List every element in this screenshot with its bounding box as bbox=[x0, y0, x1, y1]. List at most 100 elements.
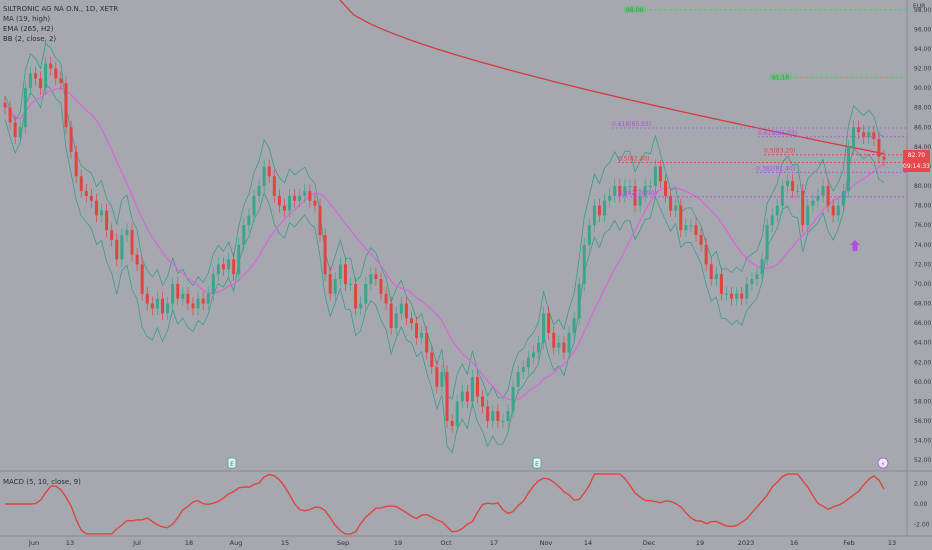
candle-body bbox=[801, 190, 805, 226]
x-tick-label: 13 bbox=[66, 539, 74, 547]
candle-body bbox=[709, 264, 713, 280]
candle-body bbox=[608, 195, 612, 201]
candle-body bbox=[227, 259, 231, 270]
candle-body bbox=[3, 102, 7, 108]
candle-body bbox=[780, 186, 784, 206]
candle-body bbox=[750, 279, 754, 284]
candle-body bbox=[521, 367, 525, 373]
candle-body bbox=[155, 298, 159, 309]
last-price-time: 09:14:33 bbox=[903, 163, 930, 170]
y-tick-label: 52.00 bbox=[914, 457, 931, 464]
candle-body bbox=[770, 215, 774, 226]
legend-symbol: SILTRONIC AG NA O.N., 1D, XETR bbox=[3, 5, 119, 13]
candle-body bbox=[648, 186, 652, 188]
candle-body bbox=[638, 195, 642, 206]
fib-level-label: 0.618(85.93) bbox=[612, 121, 651, 128]
x-tick-label: Feb bbox=[843, 539, 855, 547]
fib-level-label: 0.5(83.20) bbox=[764, 148, 795, 155]
candle-body bbox=[110, 230, 114, 240]
candle-body bbox=[293, 195, 297, 201]
y-tick-label: 84.00 bbox=[914, 144, 931, 151]
candle-body bbox=[364, 283, 368, 304]
legend: SILTRONIC AG NA O.N., 1D, XETR MA (19, h… bbox=[3, 4, 118, 44]
x-tick-label: 15 bbox=[281, 539, 289, 547]
y-tick-label: 74.00 bbox=[914, 242, 931, 249]
candle-body bbox=[420, 332, 424, 338]
candle-body bbox=[282, 205, 286, 211]
candle-body bbox=[343, 264, 347, 284]
candle-body bbox=[64, 83, 68, 128]
target-label: 91.10 bbox=[772, 74, 789, 81]
candle-body bbox=[735, 293, 739, 299]
bollinger-lower-band bbox=[4, 83, 885, 454]
candle-body bbox=[59, 78, 63, 84]
x-tick-label: 16 bbox=[790, 539, 798, 547]
candle-body bbox=[399, 303, 403, 314]
candle-body bbox=[633, 186, 637, 206]
candle-body bbox=[826, 186, 830, 206]
candle-body bbox=[531, 352, 535, 358]
candle-body bbox=[18, 127, 22, 138]
candle-body bbox=[476, 376, 480, 397]
candle-body bbox=[49, 63, 53, 69]
candle-body bbox=[542, 313, 546, 343]
candle-body bbox=[791, 181, 795, 191]
candle-body bbox=[745, 283, 749, 299]
marker-label: E bbox=[535, 461, 539, 468]
candle-body bbox=[536, 342, 540, 353]
candle-body bbox=[247, 215, 251, 226]
fib-level-label: 0.618(85.03) bbox=[758, 130, 797, 137]
candle-body bbox=[130, 230, 134, 255]
candle-body bbox=[79, 176, 83, 191]
y-tick-label: 60.00 bbox=[914, 379, 931, 386]
candle-body bbox=[760, 259, 764, 275]
macd-tick-label: 0.00 bbox=[914, 501, 928, 508]
candle-body bbox=[161, 298, 165, 314]
candle-body bbox=[425, 332, 429, 353]
y-tick-label: 56.00 bbox=[914, 418, 931, 425]
candle-body bbox=[836, 205, 840, 216]
earnings-marker-icon bbox=[227, 457, 237, 469]
candle-body bbox=[872, 132, 876, 140]
candle-body bbox=[125, 230, 129, 235]
y-tick-label: 58.00 bbox=[914, 398, 931, 405]
candle-body bbox=[242, 225, 246, 245]
candle-body bbox=[100, 210, 104, 216]
x-tick-label: Dec bbox=[643, 539, 656, 547]
candle-body bbox=[704, 244, 708, 265]
candle-body bbox=[699, 235, 703, 245]
candle-body bbox=[831, 205, 835, 216]
last-price-value: 82.70 bbox=[907, 152, 926, 159]
candle-body bbox=[28, 73, 32, 89]
candle-body bbox=[506, 411, 510, 422]
candle-body bbox=[252, 195, 256, 216]
candle-body bbox=[394, 313, 398, 329]
candle-body bbox=[740, 293, 744, 299]
candle-body bbox=[196, 298, 200, 309]
x-tick-label: Oct bbox=[440, 539, 452, 547]
candle-body bbox=[496, 411, 500, 422]
candle-body bbox=[171, 283, 175, 304]
candle-body bbox=[755, 274, 759, 280]
candle-body bbox=[13, 122, 17, 138]
last-price-label: 82.70 09:14:33 bbox=[903, 150, 930, 172]
y-tick-label: 66.00 bbox=[914, 320, 931, 327]
candle-body bbox=[882, 156, 886, 160]
target-label-bg bbox=[770, 73, 792, 81]
y-tick-label: 90.00 bbox=[914, 85, 931, 92]
candle-body bbox=[719, 274, 723, 294]
candle-body bbox=[613, 186, 617, 196]
candle-body bbox=[206, 293, 210, 304]
candle-body bbox=[384, 293, 388, 304]
candle-body bbox=[511, 386, 515, 412]
earnings-marker-icon bbox=[532, 457, 542, 469]
candle-body bbox=[618, 186, 622, 196]
candle-body bbox=[796, 190, 800, 192]
candle-body bbox=[23, 88, 27, 128]
x-tick-label: Jul bbox=[132, 539, 141, 547]
y-tick-label: 88.00 bbox=[914, 105, 931, 112]
candle-body bbox=[120, 235, 124, 260]
y-tick-label: 80.00 bbox=[914, 183, 931, 190]
macd-line bbox=[5, 473, 885, 535]
